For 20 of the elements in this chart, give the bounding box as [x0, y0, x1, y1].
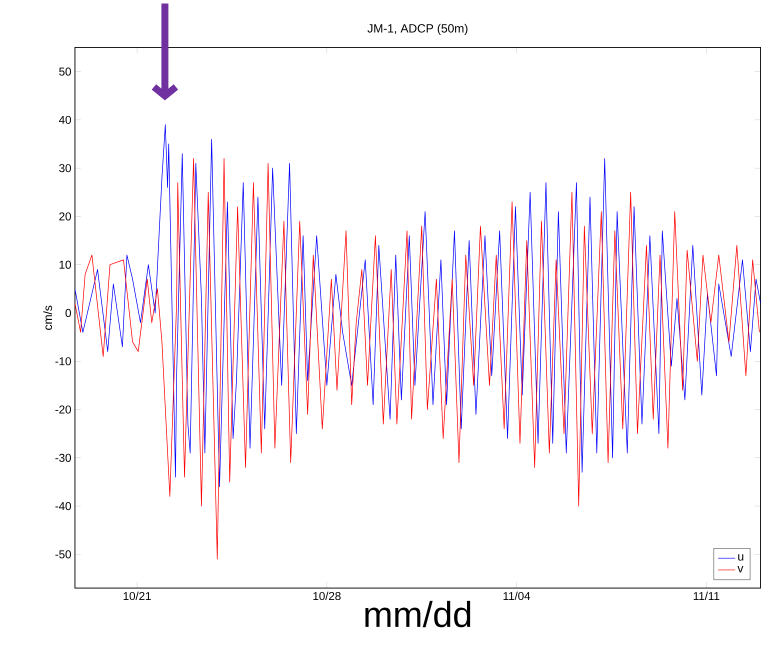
y-tick-label: 20 [59, 212, 71, 220]
chart-title: JM-1, ADCP (50m) [367, 24, 468, 35]
y-tick-label: -20 [55, 405, 71, 414]
y-tick-label: -50 [55, 550, 71, 558]
y-tick-label: 0 [66, 308, 71, 317]
x-tick-label: 11/11 [694, 592, 720, 600]
x-tick-label: 10/21 [124, 592, 151, 600]
x-axis-title: mm/dd [365, 600, 470, 628]
y-tick-label: 30 [59, 164, 71, 172]
y-tick-label: 40 [58, 116, 71, 124]
y-tick-label: 10 [60, 260, 71, 269]
x-tick-label: 11/04 [504, 592, 530, 600]
y-axis-title: cm/s [43, 306, 52, 330]
legend-label: v [737, 566, 744, 572]
y-tick-label: 50 [59, 67, 71, 76]
y-tick-label: -40 [55, 502, 71, 510]
x-tick-label: 10/28 [313, 592, 341, 600]
legend-label: u [738, 554, 744, 561]
y-tick-label: -10 [55, 357, 71, 366]
y-tick-label: -30 [55, 454, 71, 462]
